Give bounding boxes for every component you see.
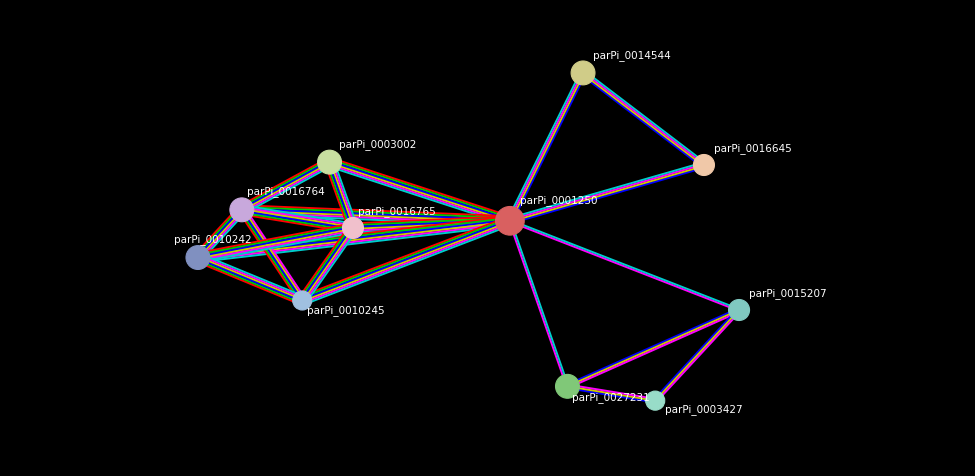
Text: parPi_0010242: parPi_0010242 [174, 234, 252, 245]
Text: parPi_0003002: parPi_0003002 [339, 139, 416, 149]
Text: parPi_0027231: parPi_0027231 [572, 391, 650, 402]
Ellipse shape [342, 218, 364, 239]
Ellipse shape [186, 246, 210, 270]
Text: parPi_0014544: parPi_0014544 [593, 50, 671, 60]
Text: parPi_0016765: parPi_0016765 [358, 206, 436, 217]
Ellipse shape [230, 198, 254, 222]
Text: parPi_0015207: parPi_0015207 [749, 288, 827, 298]
Text: parPi_0010245: parPi_0010245 [307, 304, 385, 315]
Ellipse shape [571, 62, 595, 86]
Ellipse shape [292, 291, 312, 310]
Ellipse shape [645, 391, 665, 410]
Text: parPi_0003427: parPi_0003427 [665, 403, 743, 414]
Ellipse shape [495, 207, 525, 236]
Ellipse shape [728, 300, 750, 321]
Text: parPi_0001250: parPi_0001250 [520, 195, 597, 206]
Ellipse shape [556, 375, 579, 398]
Text: parPi_0016645: parPi_0016645 [714, 143, 792, 154]
Ellipse shape [318, 151, 341, 175]
Ellipse shape [693, 155, 715, 176]
Text: parPi_0016764: parPi_0016764 [247, 186, 325, 197]
